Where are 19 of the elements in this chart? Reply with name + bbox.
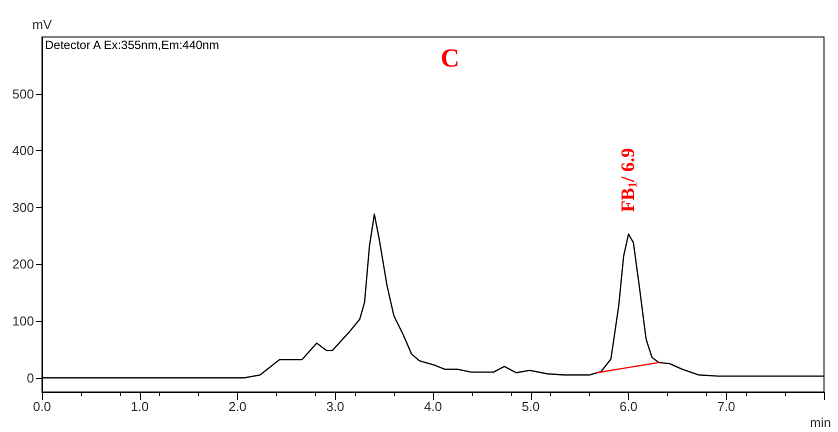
x-axis-title: min — [810, 415, 831, 430]
x-tick-label: 1.0 — [130, 399, 149, 414]
y-tick-label: 400 — [12, 143, 34, 158]
y-tick-label: 300 — [12, 200, 34, 215]
y-tick-label: 100 — [12, 314, 34, 328]
x-tick-label: 0.0 — [32, 399, 52, 414]
x-tick-label: 4.0 — [424, 399, 442, 414]
x-tick-label: 3.0 — [326, 399, 344, 414]
x-tick-label: 2.0 — [228, 399, 247, 414]
y-tick-label: 500 — [12, 86, 34, 102]
x-tick-label: 5.0 — [522, 399, 540, 414]
x-tick-label: 6.0 — [619, 399, 638, 414]
annotation: Detector A Ex:355nm,Em:440nm — [45, 38, 220, 52]
x-tick-label: 7.0 — [717, 399, 736, 414]
y-axis-title: mV — [32, 17, 52, 32]
y-tick-label: 0 — [26, 370, 34, 386]
chart-title: C — [440, 44, 460, 72]
y-tick-label: 200 — [12, 256, 34, 272]
annotation: FB1/ 6.9 — [618, 148, 640, 212]
